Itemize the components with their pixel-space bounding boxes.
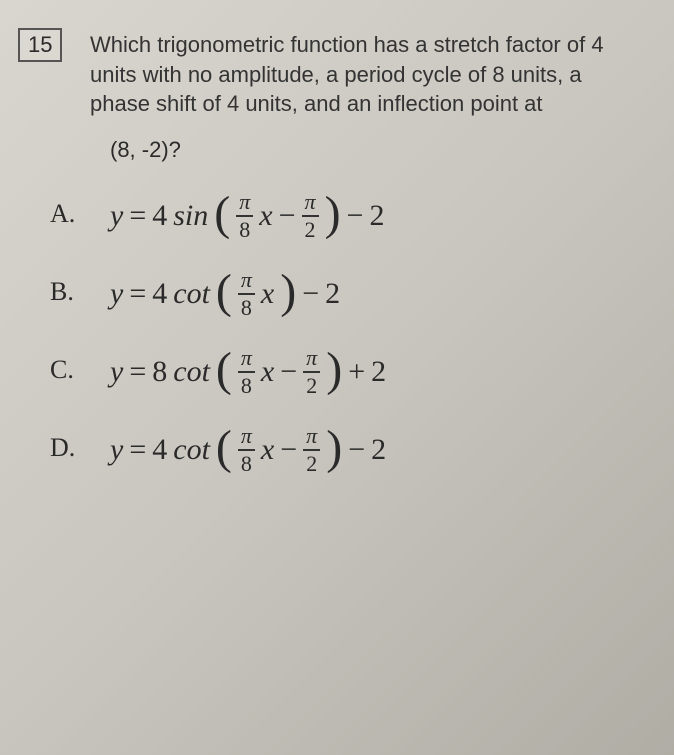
var-y: y [110, 433, 123, 467]
rparen-icon: ) [326, 429, 342, 467]
frac2-num: π [303, 425, 320, 451]
frac1-den: 8 [236, 217, 253, 241]
tail-op: − [347, 199, 364, 233]
tail-const: 2 [371, 355, 386, 389]
option-c-equation: y = 8 cot ( π 8 x − π 2 ) + 2 [110, 347, 386, 397]
var-x: x [261, 433, 274, 467]
option-b: B. y = 4cot ( π 8 x ) − 2 [20, 269, 644, 319]
coef: 8 [152, 355, 167, 389]
frac1-num: π [238, 425, 255, 451]
equals-sign: = [129, 277, 146, 311]
frac1-den: 8 [238, 451, 255, 475]
rparen-icon: ) [280, 273, 296, 311]
option-c-label: C. [50, 355, 110, 385]
options-list: A. y = 4sin ( π 8 x − π 2 ) − 2 [20, 191, 644, 475]
option-a-equation: y = 4sin ( π 8 x − π 2 ) − 2 [110, 191, 384, 241]
option-b-label: B. [50, 277, 110, 307]
coef: 4 [152, 199, 167, 233]
rparen-icon: ) [326, 351, 342, 389]
tail-op: − [348, 433, 365, 467]
question-number: 15 [28, 32, 52, 57]
tail-const: 2 [371, 433, 386, 467]
func: cot [173, 355, 210, 389]
var-y: y [110, 355, 123, 389]
var-x: x [261, 355, 274, 389]
inner-op: − [280, 433, 297, 467]
frac1: π 8 [238, 347, 255, 397]
question-number-box: 15 [18, 28, 62, 62]
option-d: D. y = 4cot ( π 8 x − π 2 ) − 2 [20, 425, 644, 475]
frac2-num: π [303, 347, 320, 373]
lparen-icon: ( [216, 351, 232, 389]
tail-op: − [302, 277, 319, 311]
tail-const: 2 [325, 277, 340, 311]
rparen-icon: ) [325, 195, 341, 233]
equals-sign: = [129, 199, 146, 233]
lparen-icon: ( [216, 273, 232, 311]
option-d-equation: y = 4cot ( π 8 x − π 2 ) − 2 [110, 425, 386, 475]
option-c: C. y = 8 cot ( π 8 x − π 2 ) + 2 [20, 347, 644, 397]
var-y: y [110, 277, 123, 311]
func: cot [173, 277, 210, 311]
tail-const: 2 [369, 199, 384, 233]
option-b-equation: y = 4cot ( π 8 x ) − 2 [110, 269, 340, 319]
tail-op: + [348, 355, 365, 389]
equals-sign: = [129, 433, 146, 467]
coef: 4 [152, 277, 167, 311]
equals-sign: = [129, 355, 146, 389]
frac1-den: 8 [238, 295, 255, 319]
frac2-den: 2 [303, 451, 320, 475]
option-a: A. y = 4sin ( π 8 x − π 2 ) − 2 [20, 191, 644, 241]
frac1-num: π [238, 269, 255, 295]
frac1: π 8 [238, 269, 255, 319]
lparen-icon: ( [214, 195, 230, 233]
frac1-den: 8 [238, 373, 255, 397]
var-y: y [110, 199, 123, 233]
frac1: π 8 [238, 425, 255, 475]
option-a-label: A. [50, 199, 110, 229]
inner-op: − [279, 199, 296, 233]
var-x: x [261, 277, 274, 311]
var-x: x [259, 199, 272, 233]
frac2-den: 2 [303, 373, 320, 397]
frac1-num: π [236, 191, 253, 217]
coef: 4 [152, 433, 167, 467]
frac1-num: π [238, 347, 255, 373]
lparen-icon: ( [216, 429, 232, 467]
frac1: π 8 [236, 191, 253, 241]
inner-op: − [280, 355, 297, 389]
func: cot [173, 433, 210, 467]
frac2: π 2 [303, 425, 320, 475]
func: sin [173, 199, 208, 233]
question-text: Which trigonometric function has a stret… [90, 30, 644, 119]
frac2-den: 2 [302, 217, 319, 241]
page: 15 Which trigonometric function has a st… [0, 0, 674, 755]
option-d-label: D. [50, 433, 110, 463]
frac2: π 2 [302, 191, 319, 241]
frac2: π 2 [303, 347, 320, 397]
question-point: (8, -2)? [110, 137, 644, 163]
frac2-num: π [302, 191, 319, 217]
